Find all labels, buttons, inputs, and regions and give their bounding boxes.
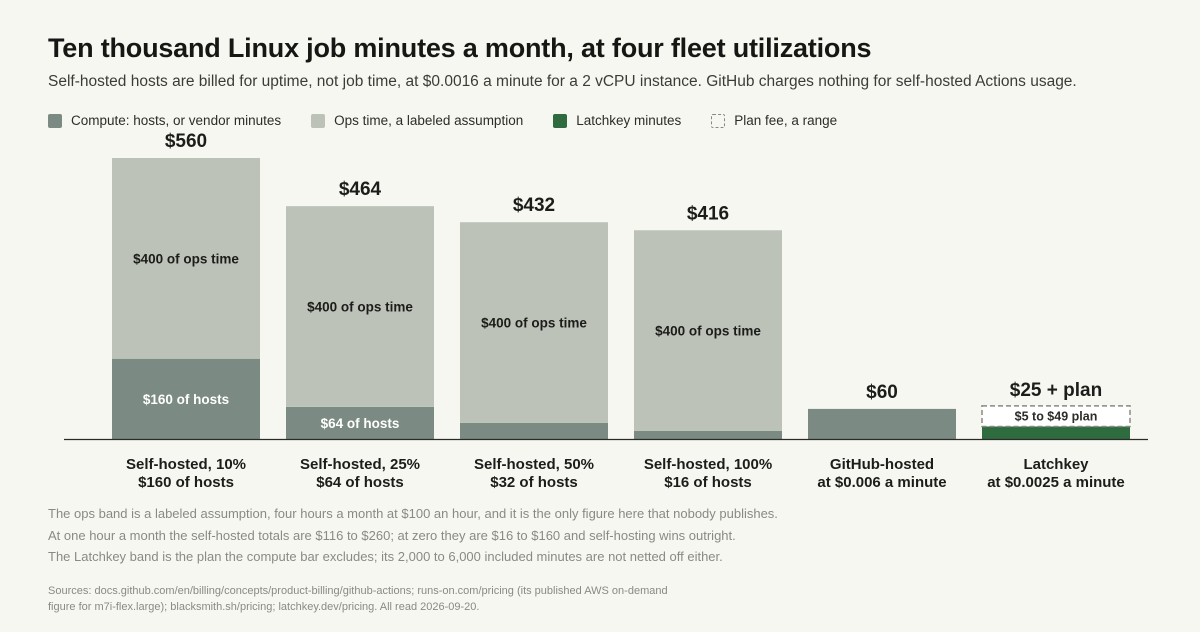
legend-label-latchkey: Latchkey minutes <box>576 113 682 128</box>
plan-fee-label: $5 to $49 plan <box>1015 410 1098 424</box>
ops-time-segment-label: $400 of ops time <box>481 316 587 331</box>
x-tick-sublabel: $16 of hosts <box>664 474 752 491</box>
compute-segment <box>460 422 608 439</box>
legend: Compute: hosts, or vendor minutes Ops ti… <box>48 113 867 128</box>
x-tick-sublabel: $160 of hosts <box>138 474 234 491</box>
ops-time-segment-label: $400 of ops time <box>133 251 239 266</box>
ops-time-segment <box>634 230 782 431</box>
ops-time-segment <box>286 206 434 407</box>
compute-segment <box>808 408 956 439</box>
sources-note: Sources: docs.github.com/en/billing/conc… <box>48 585 668 613</box>
compute-segment <box>286 406 434 439</box>
ops-time-segment <box>460 222 608 423</box>
compute-segment-label: $160 of hosts <box>143 392 229 407</box>
chart-subtitle: Self-hosted hosts are billed for uptime,… <box>48 73 1077 90</box>
footnote-2: At one hour a month the self-hosted tota… <box>48 527 736 543</box>
x-tick-label: Self-hosted, 10% <box>126 456 246 473</box>
footnote-1: The ops band is a labeled assumption, fo… <box>48 506 778 521</box>
latchkey-minutes-segment <box>982 426 1130 439</box>
compute-segment-label: $64 of hosts <box>321 416 400 431</box>
x-tick-sublabel: at $0.006 a minute <box>817 474 946 491</box>
bar-total-label: $25 + plan <box>1010 380 1102 401</box>
compute-segment <box>634 430 782 439</box>
x-tick-label: GitHub-hosted <box>830 456 934 473</box>
legend-swatch-plan-fee <box>711 113 726 128</box>
legend-swatch-latchkey <box>553 113 568 128</box>
footnote-3: The Latchkey band is the plan the comput… <box>48 549 723 564</box>
x-tick-sublabel: $32 of hosts <box>490 474 578 491</box>
bar-total-label: $416 <box>687 203 729 224</box>
x-tick-sublabel: $64 of hosts <box>316 474 404 491</box>
footnotes: The ops band is a labeled assumption, fo… <box>48 503 778 568</box>
ops-time-segment-label: $400 of ops time <box>307 300 413 315</box>
legend-item-latchkey: Latchkey minutes <box>553 113 681 128</box>
plan-fee-range-box <box>981 405 1131 428</box>
chart-title: Ten thousand Linux job minutes a month, … <box>48 33 872 63</box>
legend-item-ops: Ops time, a labeled assumption <box>311 113 523 128</box>
x-tick-sublabel: at $0.0025 a minute <box>987 474 1125 491</box>
compute-segment <box>112 358 260 439</box>
legend-item-compute: Compute: hosts, or vendor minutes <box>48 113 281 128</box>
legend-item-plan-fee: Plan fee, a range <box>711 113 837 128</box>
bar-total-label: $560 <box>165 131 207 152</box>
legend-label-compute: Compute: hosts, or vendor minutes <box>71 113 282 128</box>
ops-time-segment-label: $400 of ops time <box>655 324 761 339</box>
legend-swatch-compute <box>48 113 62 128</box>
ops-time-segment <box>112 158 260 359</box>
bar-total-label: $432 <box>513 195 555 216</box>
x-tick-label: Self-hosted, 25% <box>300 456 420 473</box>
bar-total-label: $60 <box>866 382 898 403</box>
x-tick-label: Self-hosted, 100% <box>644 456 772 473</box>
legend-label-ops: Ops time, a labeled assumption <box>334 113 524 128</box>
bar-total-label: $464 <box>339 179 382 200</box>
legend-swatch-ops <box>311 113 326 128</box>
legend-label-plan-fee: Plan fee, a range <box>734 113 838 128</box>
x-tick-label: Latchkey <box>1023 456 1089 473</box>
x-tick-label: Self-hosted, 50% <box>474 456 594 473</box>
